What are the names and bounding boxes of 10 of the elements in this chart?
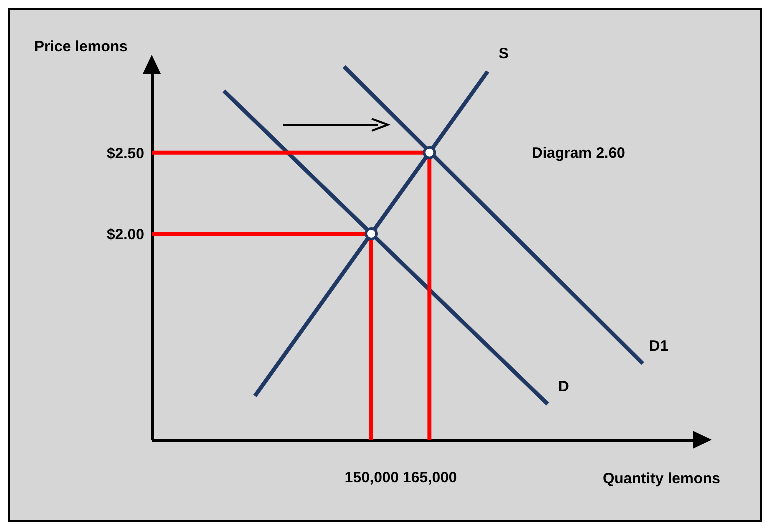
y-axis-title: Price lemons (34, 38, 128, 56)
x-axis-title: Quantity lemons (602, 470, 720, 488)
series-label: D (558, 378, 570, 396)
y-tick-label: $2.50 (106, 145, 144, 162)
y-tick-label: $2.00 (106, 226, 144, 244)
x-tick-label: 165,000 (403, 470, 458, 486)
x-tick-label: 150,000 (344, 470, 400, 486)
series-label: D1 (649, 338, 669, 355)
series-label: S (498, 46, 509, 63)
annotation: Diagram 2.60 (532, 145, 626, 162)
